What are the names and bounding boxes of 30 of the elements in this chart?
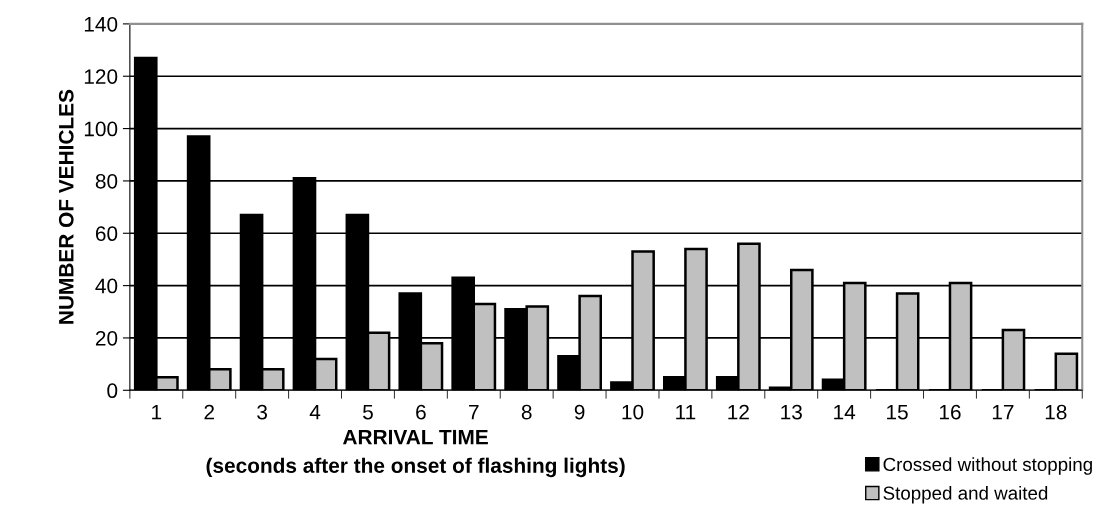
y-tick-label: 0 [107, 383, 118, 399]
x-tick-label: 2 [204, 404, 214, 420]
x-tick-label: 9 [574, 404, 585, 420]
x-axis-title: ARRIVAL TIME (seconds after the onset of flashing lights) [206, 429, 625, 478]
x-tick-label: 8 [521, 404, 532, 420]
y-tick-label: 80 [95, 173, 118, 189]
x-tick-label: 15 [887, 404, 908, 420]
x-tick-label: 17 [992, 404, 1014, 420]
x-tick-label: 13 [781, 404, 802, 420]
y-tick-label: 100 [84, 121, 118, 137]
x-tick-label: 4 [309, 404, 321, 420]
x-tick-label: 7 [469, 404, 479, 420]
x-tick-label: 18 [1045, 404, 1067, 420]
y-tick-label: 20 [95, 330, 118, 346]
y-axis-title: NUMBER OF VEHICLES [58, 89, 74, 324]
x-tick-label: 12 [728, 404, 749, 420]
x-tick-label: 6 [416, 404, 426, 420]
y-tick-label: 140 [84, 16, 118, 32]
x-tick-label: 11 [676, 404, 696, 420]
x-tick-label: 1 [152, 404, 162, 420]
x-tick-label: 3 [257, 404, 268, 420]
legend-label: Crossed without stopping [883, 457, 1092, 475]
x-tick-label: 16 [939, 404, 961, 420]
x-tick-label: 5 [363, 404, 373, 420]
y-tick-label: 120 [84, 69, 118, 84]
legend-label: Stopped and waited [883, 486, 1048, 504]
x-tick-label: 14 [834, 404, 856, 420]
x-tick-label: 10 [622, 404, 644, 420]
y-tick-label: 60 [95, 226, 118, 242]
y-tick-label: 40 [95, 278, 118, 294]
